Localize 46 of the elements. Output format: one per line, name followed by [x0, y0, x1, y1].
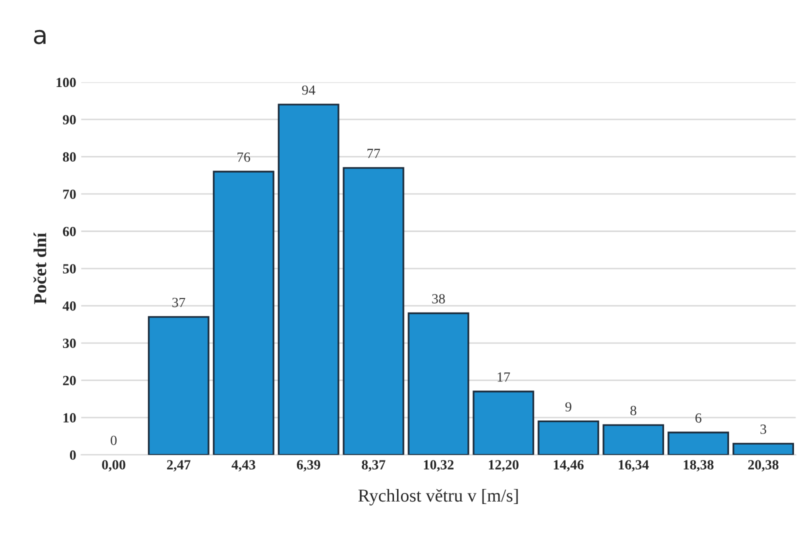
- y-tick-label: 100: [56, 78, 76, 88]
- y-tick-label: 50: [63, 264, 76, 274]
- bar: [278, 104, 340, 455]
- x-tick-label: 18,38: [684, 460, 714, 472]
- bar: [538, 420, 600, 455]
- data-label: 6: [695, 413, 702, 423]
- data-label: 94: [302, 85, 316, 95]
- x-tick-label: 4,43: [232, 460, 256, 472]
- y-tick-label: 60: [62, 226, 76, 236]
- x-tick-label: 12,20: [488, 460, 519, 472]
- y-tick-label: 70: [63, 190, 76, 199]
- y-tick-label: 80: [62, 152, 76, 162]
- y-tick-label: 40: [62, 301, 76, 311]
- x-tick-label: 6,39: [296, 460, 320, 472]
- bar: [602, 424, 664, 455]
- bar: [342, 167, 404, 455]
- y-tick-label: 20: [63, 376, 76, 386]
- x-tick-label: 10,32: [424, 460, 454, 472]
- x-tick-label: 14,46: [554, 460, 584, 472]
- y-tick-label: 90: [62, 115, 76, 124]
- data-label: 76: [238, 152, 250, 162]
- y-tick-label: 10: [64, 413, 76, 423]
- x-tick-label: 20,38: [748, 460, 778, 472]
- y-axis-title: Počet dní: [33, 232, 46, 304]
- bar: [472, 390, 534, 455]
- y-tick-label: 30: [62, 338, 76, 348]
- x-tick-label: 8,37: [362, 460, 386, 472]
- bar: [148, 316, 210, 455]
- bar: [668, 432, 730, 455]
- data-label: 77: [367, 148, 380, 158]
- bar: [732, 442, 794, 455]
- data-label: 3: [760, 424, 766, 434]
- data-label: 9: [565, 402, 572, 412]
- chart-title: a: [34, 30, 46, 44]
- bar: [408, 312, 470, 455]
- data-label: 8: [630, 406, 636, 416]
- x-axis-title: Rychlost větru v [m/s]: [358, 488, 518, 506]
- bar: [212, 170, 274, 455]
- data-label: 37: [172, 298, 186, 308]
- data-label: 0: [110, 436, 117, 446]
- x-tick-label: 16,34: [618, 460, 649, 472]
- data-label: 17: [498, 372, 510, 382]
- data-label: 38: [432, 294, 445, 304]
- x-tick-label: 2,47: [167, 460, 190, 472]
- y-tick-label: 0: [70, 450, 76, 460]
- x-tick-label: 0,00: [102, 460, 126, 472]
